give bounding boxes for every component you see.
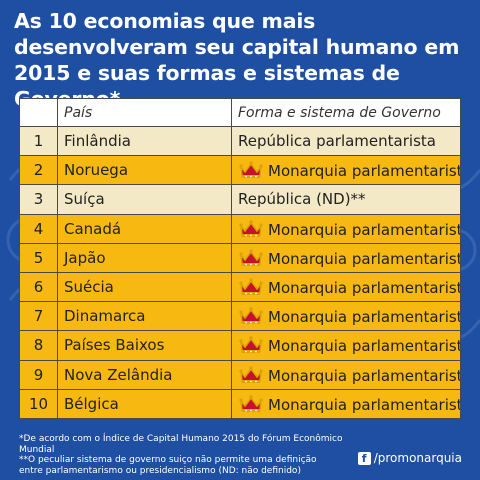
government-cell: Monarquia parlamentarista [231, 301, 461, 332]
country-cell: Canadá [57, 213, 232, 244]
rank-cell: 4 [19, 213, 58, 244]
crown-icon [239, 365, 263, 383]
brand-handle[interactable]: f /promonarquia [357, 451, 462, 465]
rank-cell: 3 [19, 184, 58, 215]
table-row: 5 Japão Monarquia parlamentarista [19, 242, 461, 273]
crown-icon [239, 278, 263, 296]
government-cell: Monarquia parlamentarista [231, 359, 461, 390]
table-row: 10 Bélgica Monarquia parlamentarista [19, 388, 461, 419]
rank-cell: 8 [19, 330, 58, 361]
government-cell: República (ND)** [231, 184, 461, 215]
government-cell: Monarquia parlamentarista [231, 213, 461, 244]
government-cell: Monarquia parlamentarista [231, 330, 461, 361]
crown-icon [239, 161, 263, 179]
country-cell: Noruega [57, 155, 232, 186]
government-label: Monarquia parlamentarista [268, 279, 461, 298]
government-label: Monarquia parlamentarista [268, 337, 461, 356]
crown-icon [239, 249, 263, 266]
rank-cell: 5 [19, 242, 58, 273]
footnote-2: **O peculiar sistema de governo suiço nã… [19, 455, 317, 465]
country-cell: Japão [57, 242, 232, 273]
crown-icon [239, 219, 263, 237]
country-cell: Bélgica [57, 388, 232, 419]
rank-cell: 6 [19, 271, 58, 303]
rank-cell: 2 [19, 155, 58, 186]
country-cell: Nova Zelândia [57, 359, 232, 390]
country-cell: Dinamarca [57, 301, 232, 332]
rank-cell: 1 [19, 125, 58, 157]
government-label: Monarquia parlamentarista [268, 308, 461, 327]
government-label: República parlamentarista [238, 132, 436, 151]
table-row: 3 Suíça República (ND)** [19, 184, 461, 215]
country-cell: Suíça [57, 184, 232, 215]
rank-cell: 10 [19, 388, 58, 419]
country-cell: Países Baixos [57, 330, 232, 361]
table-row: 2 Noruega Monarquia parlamentarista [19, 155, 461, 186]
government-cell: Monarquia parlamentarista [231, 155, 461, 186]
crown-icon [239, 394, 263, 412]
government-table: País Forma e sistema de Governo 1 Finlând… [19, 98, 461, 419]
crown-icon [239, 336, 263, 354]
table-row: 7 Dinamarca Monarquia parlamentarista [19, 301, 461, 332]
page-title: As 10 economias que mais desenvolveram s… [14, 9, 460, 111]
government-cell: Monarquia parlamentarista [231, 242, 461, 273]
column-header-rank [19, 98, 58, 127]
government-cell: República parlamentarista [231, 125, 461, 157]
brand-handle-text: /promonarquia [373, 451, 462, 465]
table-row: 4 Canadá Monarquia parlamentarista [19, 213, 461, 244]
table-row: 8 Países Baixos Monarquia parlamentarista [19, 330, 461, 361]
government-cell: Monarquia parlamentarista [231, 271, 461, 303]
column-header-country: País [57, 98, 232, 127]
table-row: 1 Finlândia República parlamentarista [19, 125, 461, 157]
government-label: República (ND)** [238, 190, 366, 209]
footnote-3: entre parlamentarismo ou presidencialism… [19, 465, 301, 476]
rank-cell: 9 [19, 359, 58, 390]
country-cell: Finlândia [57, 125, 232, 157]
table-row: 6 Suécia Monarquia parlamentarista [19, 271, 461, 303]
government-label: Monarquia parlamentarista [268, 395, 461, 414]
footnote-1: *De acordo com o Índice de Capital Human… [19, 434, 343, 455]
government-label: Monarquia parlamentarista [268, 249, 461, 268]
government-label: Monarquia parlamentarista [268, 162, 461, 181]
table-header-row: País Forma e sistema de Governo [19, 98, 461, 127]
government-cell: Monarquia parlamentarista [231, 388, 461, 419]
footnotes: *De acordo com o Índice de Capital Human… [19, 434, 369, 476]
table-row: 9 Nova Zelândia Monarquia parlamentarista [19, 359, 461, 390]
crown-icon [239, 307, 263, 325]
column-header-government: Forma e sistema de Governo [231, 98, 461, 127]
facebook-icon: f [357, 451, 371, 465]
rank-cell: 7 [19, 301, 58, 332]
government-label: Monarquia parlamentarista [268, 220, 461, 239]
government-label: Monarquia parlamentarista [268, 366, 461, 385]
country-cell: Suécia [57, 271, 232, 303]
